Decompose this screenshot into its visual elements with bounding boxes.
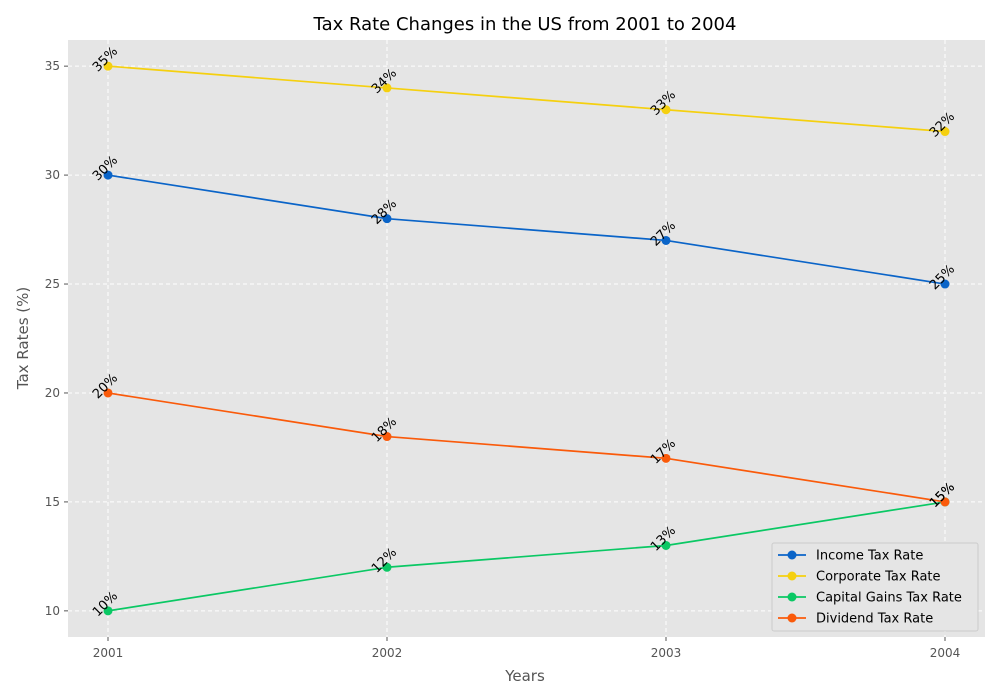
x-axis-label: Years: [504, 667, 545, 685]
data-point: [661, 235, 671, 245]
data-point: [103, 61, 113, 71]
y-tick-label: 30: [45, 168, 60, 182]
legend-entry: Capital Gains Tax Rate: [816, 591, 962, 606]
data-point: [103, 606, 113, 616]
data-point: [382, 214, 392, 224]
legend-entry: Dividend Tax Rate: [816, 612, 933, 627]
series-line: [107, 65, 946, 133]
data-point: [661, 105, 671, 115]
data-point: [661, 540, 671, 550]
legend-box: [771, 542, 979, 632]
x-tick-label: 2003: [651, 646, 682, 660]
x-tick-label: 2001: [93, 646, 124, 660]
y-axis-ticks: 10 15 20 25 30 35: [45, 59, 68, 618]
data-point: [940, 127, 950, 137]
series-line: [107, 174, 946, 285]
y-axis-label: Tax Rates (%): [14, 287, 32, 390]
legend-entry: Corporate Tax Rate: [816, 570, 941, 585]
x-tick-label: 2002: [372, 646, 403, 660]
plot-area: [68, 40, 985, 637]
data-point: [103, 388, 113, 398]
y-tick-label: 15: [45, 495, 60, 509]
series-line: [107, 501, 946, 612]
legend-swatch-marker: [787, 571, 797, 581]
legend-swatch-marker: [787, 613, 797, 623]
legend: Income Tax Rate Corporate Tax Rate Capital…: [771, 542, 979, 632]
data-point: [940, 497, 950, 507]
series-line: [107, 392, 946, 503]
chart-title: Tax Rate Changes in the US from 2001 to …: [313, 14, 737, 35]
series-lines: [103, 61, 950, 616]
legend-swatch-marker: [787, 592, 797, 602]
data-point: [382, 562, 392, 572]
data-point: [382, 432, 392, 442]
legend-entry: Income Tax Rate: [816, 549, 923, 564]
y-tick-label: 10: [45, 604, 60, 618]
data-point: [661, 453, 671, 463]
data-point: [103, 170, 113, 180]
y-tick-label: 35: [45, 59, 60, 73]
y-tick-label: 25: [45, 277, 60, 291]
data-point: [382, 83, 392, 93]
y-tick-label: 20: [45, 386, 60, 400]
grid: [68, 40, 985, 637]
x-tick-label: 2004: [930, 646, 961, 660]
data-point: [940, 279, 950, 289]
legend-swatch-marker: [787, 550, 797, 560]
x-axis-ticks: 2001 2002 2003 2004: [93, 637, 961, 660]
